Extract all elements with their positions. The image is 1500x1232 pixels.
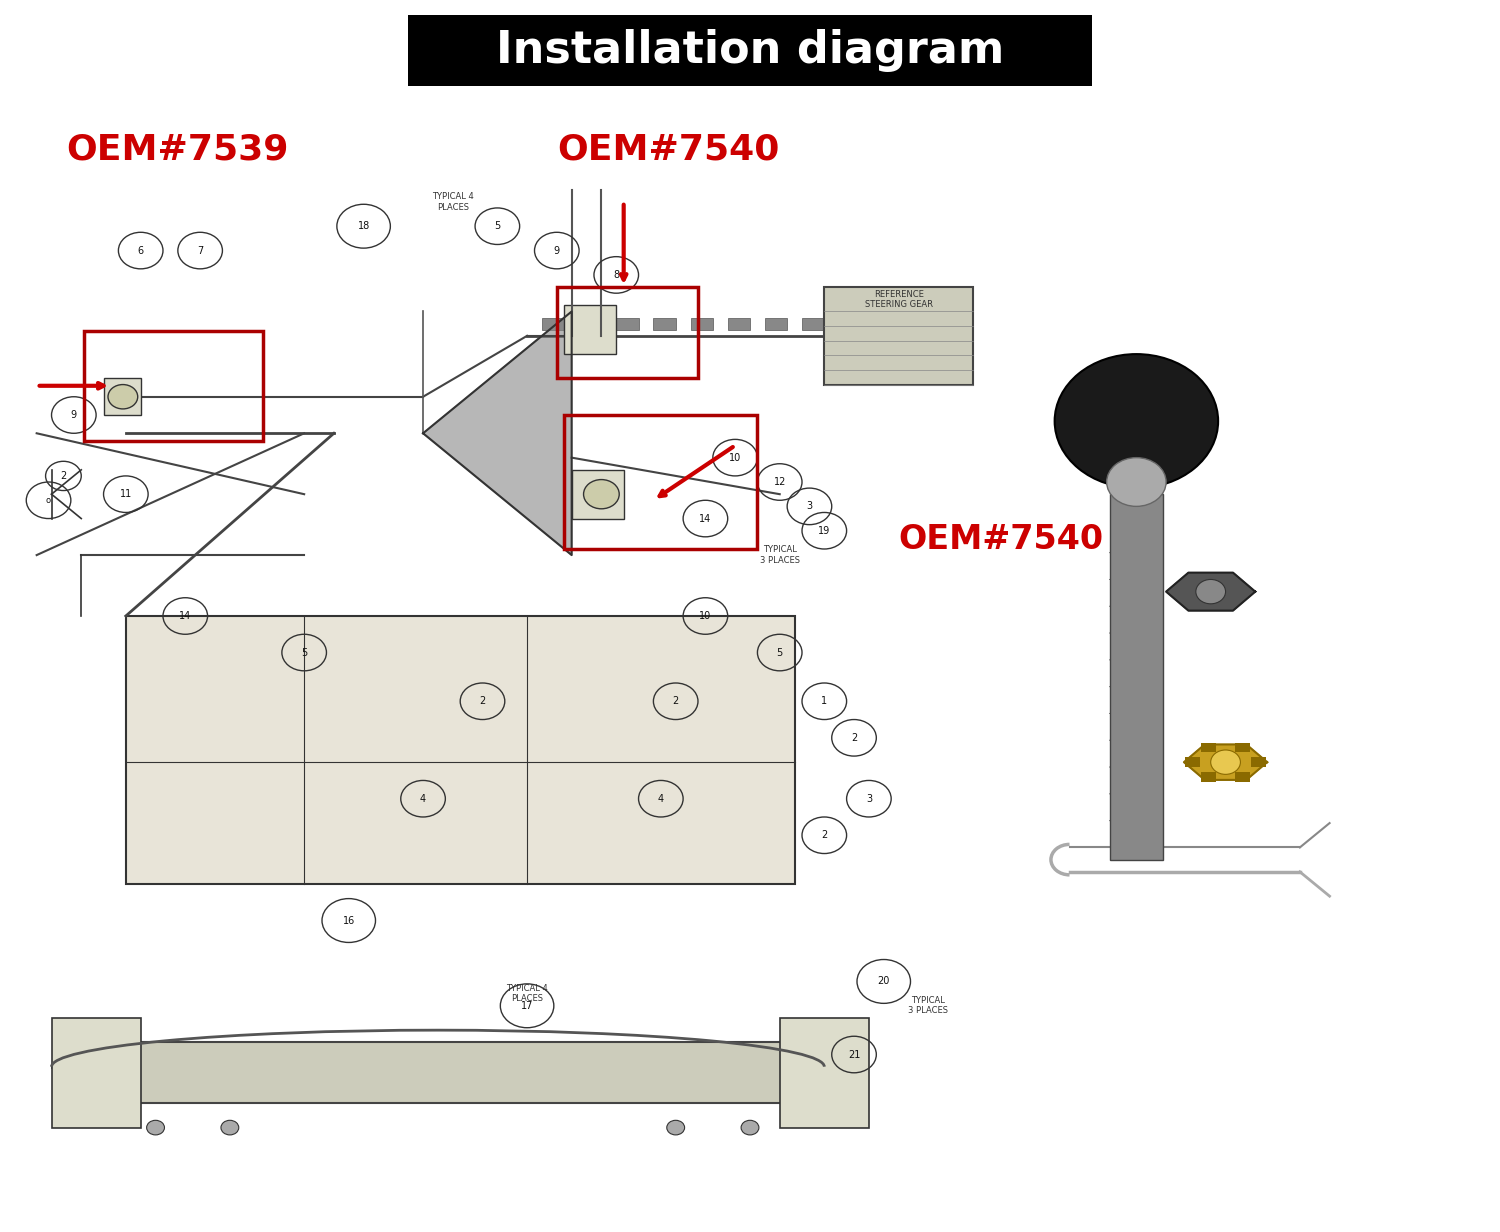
Text: TYPICAL 4
PLACES: TYPICAL 4 PLACES	[506, 984, 548, 1003]
Text: 9: 9	[554, 245, 560, 255]
Bar	[84, 331, 262, 441]
Circle shape	[1107, 457, 1166, 506]
Circle shape	[1196, 579, 1225, 604]
Circle shape	[584, 479, 620, 509]
Circle shape	[108, 384, 138, 409]
Text: 6: 6	[138, 245, 144, 255]
Bar	[654, 318, 675, 330]
Circle shape	[1210, 750, 1240, 775]
Text: 2: 2	[821, 830, 828, 840]
Text: 3: 3	[865, 793, 871, 803]
Text: OEM#7540: OEM#7540	[898, 524, 1104, 556]
Bar	[564, 306, 616, 354]
Text: TYPICAL
3 PLACES: TYPICAL 3 PLACES	[909, 997, 948, 1015]
Text: 7: 7	[196, 245, 204, 255]
Bar	[556, 287, 698, 378]
Text: 2: 2	[850, 733, 856, 743]
Circle shape	[220, 1120, 238, 1135]
Text: 21: 21	[847, 1050, 859, 1060]
Text: 10: 10	[729, 452, 741, 463]
Text: 14: 14	[178, 611, 192, 621]
Bar	[728, 318, 750, 330]
Text: 17: 17	[520, 1000, 534, 1010]
FancyBboxPatch shape	[1110, 494, 1162, 860]
Bar	[825, 287, 974, 384]
Text: TYPICAL 4
PLACES: TYPICAL 4 PLACES	[432, 192, 474, 212]
Text: 2: 2	[480, 696, 486, 706]
Bar	[690, 318, 712, 330]
Text: Installation diagram: Installation diagram	[496, 30, 1004, 73]
Bar	[765, 318, 788, 330]
Bar	[1234, 743, 1250, 753]
Bar	[1185, 758, 1200, 768]
Bar	[572, 469, 624, 519]
Text: 20: 20	[878, 977, 890, 987]
Circle shape	[741, 1120, 759, 1135]
Text: 4: 4	[420, 793, 426, 803]
Bar	[126, 1042, 795, 1103]
Text: REFERENCE
STEERING GEAR: REFERENCE STEERING GEAR	[864, 290, 933, 309]
Text: 18: 18	[357, 222, 369, 232]
Text: 2: 2	[60, 471, 66, 480]
Bar	[104, 378, 141, 415]
Bar	[126, 616, 795, 885]
Text: 5: 5	[302, 648, 307, 658]
Text: 1: 1	[821, 696, 828, 706]
Bar	[542, 318, 564, 330]
Bar	[802, 318, 825, 330]
Circle shape	[147, 1120, 165, 1135]
Bar	[564, 415, 758, 549]
Bar	[579, 318, 602, 330]
Text: 10: 10	[699, 611, 711, 621]
Circle shape	[1054, 354, 1218, 488]
Text: 11: 11	[120, 489, 132, 499]
Text: OEM#7539: OEM#7539	[66, 132, 290, 166]
Bar	[1202, 743, 1216, 753]
Text: 14: 14	[699, 514, 711, 524]
Circle shape	[668, 1120, 684, 1135]
Bar	[780, 1018, 868, 1127]
Polygon shape	[1184, 744, 1268, 780]
Polygon shape	[1166, 573, 1256, 611]
Text: 16: 16	[342, 915, 355, 925]
Bar	[51, 1018, 141, 1127]
Text: 8: 8	[614, 270, 620, 280]
Bar	[616, 318, 639, 330]
Text: 19: 19	[818, 526, 831, 536]
Text: 9: 9	[70, 410, 76, 420]
Text: 2: 2	[672, 696, 680, 706]
Text: OEM#7540: OEM#7540	[556, 132, 778, 166]
Text: 5: 5	[777, 648, 783, 658]
Polygon shape	[423, 312, 572, 556]
Text: 5: 5	[494, 222, 501, 232]
Text: o: o	[46, 495, 51, 505]
Text: 4: 4	[658, 793, 664, 803]
Bar	[1234, 772, 1250, 782]
Text: 3: 3	[807, 501, 813, 511]
Text: 12: 12	[774, 477, 786, 487]
Bar	[1251, 758, 1266, 768]
Bar	[1202, 772, 1216, 782]
FancyBboxPatch shape	[408, 16, 1092, 86]
Text: TYPICAL
3 PLACES: TYPICAL 3 PLACES	[759, 546, 800, 564]
